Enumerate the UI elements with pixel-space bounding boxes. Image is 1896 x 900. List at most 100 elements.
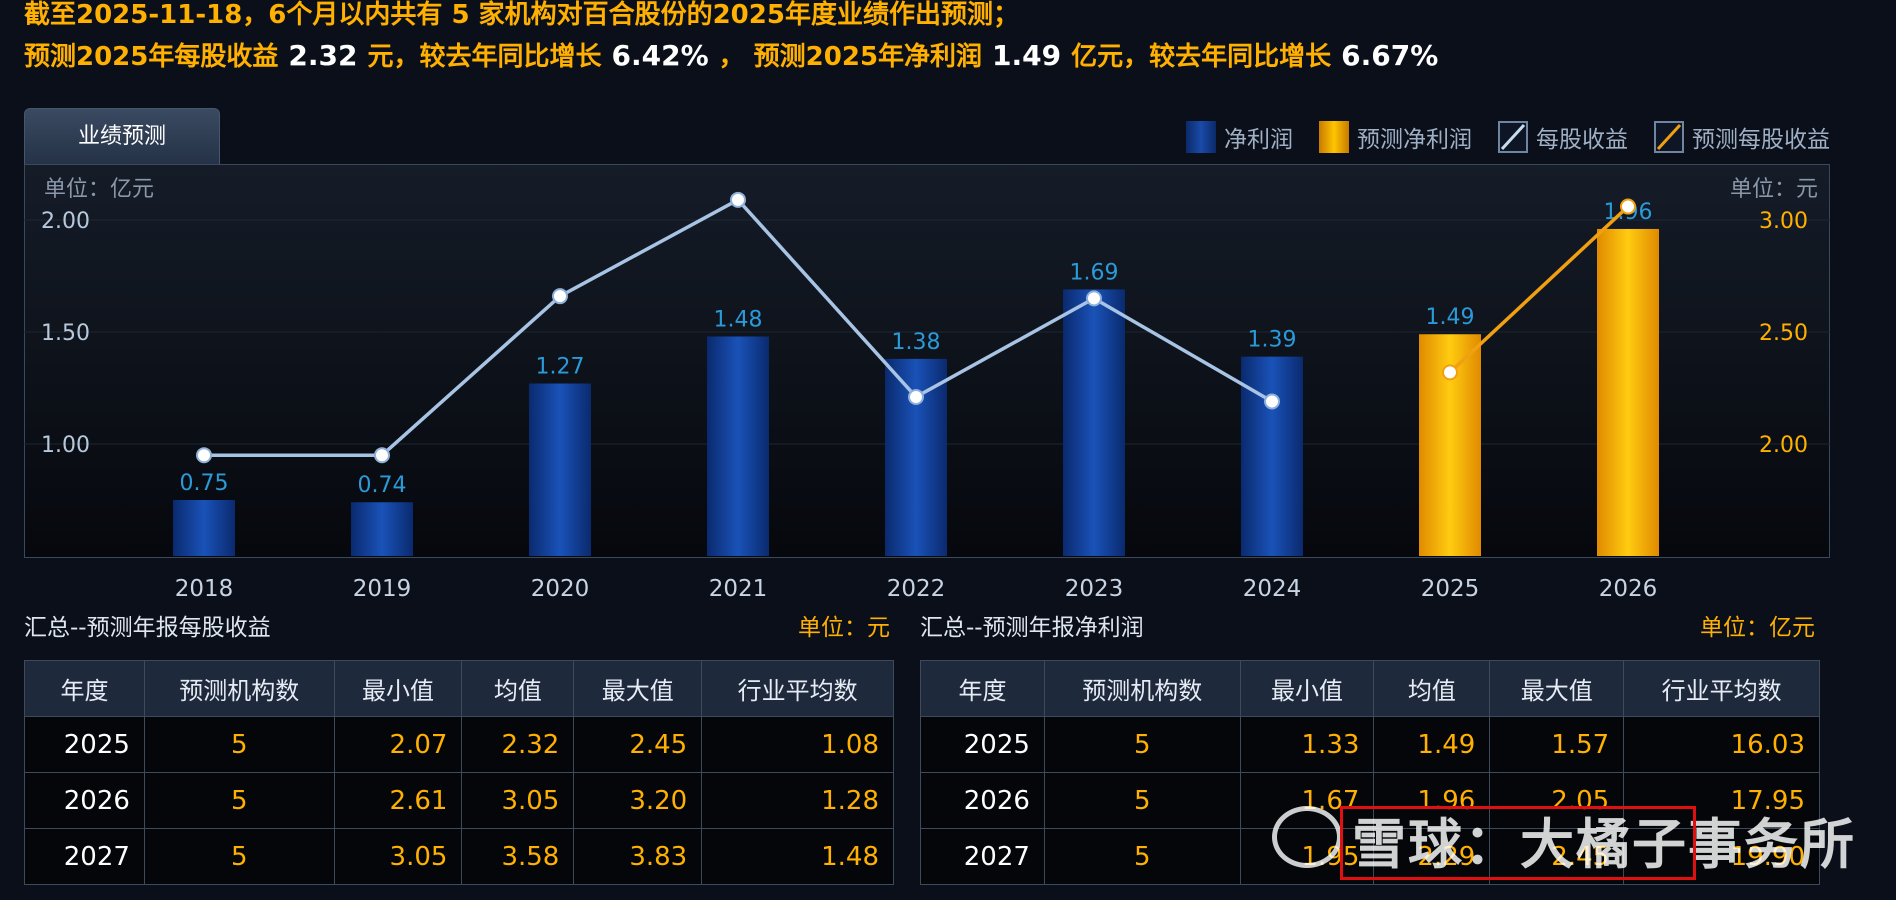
eps-label: 预测2025年每股收益 xyxy=(24,42,279,72)
eps-table-header-cell: 行业平均数 xyxy=(701,660,894,717)
eps-table-cell: 3.05 xyxy=(461,772,575,829)
line-point-eps xyxy=(552,288,568,305)
line-point-eps xyxy=(196,447,212,464)
right-axis-tick-label: 3.00 xyxy=(1759,209,1808,234)
profit-table-header-cell: 均值 xyxy=(1373,660,1491,717)
legend-item-forecast-net-profit[interactable]: 预测净利润 xyxy=(1319,120,1472,154)
bar-data-label: 1.39 xyxy=(1248,328,1297,353)
eps-table-cell: 5 xyxy=(143,716,335,773)
profit-table-cell: 2.29 xyxy=(1373,828,1491,885)
profit-table-cell: 19.90 xyxy=(1623,828,1820,885)
table-row: 2027 5 3.05 3.58 3.83 1.48 xyxy=(24,828,894,885)
line-point-eps xyxy=(1264,393,1280,410)
eps-table-header-cell: 年度 xyxy=(24,660,145,717)
x-axis-tick-label: 2025 xyxy=(1421,576,1480,600)
x-axis-tick-label: 2018 xyxy=(175,576,234,600)
eps-table-header-cell: 最大值 xyxy=(573,660,703,717)
profit-table-cell: 2.05 xyxy=(1489,772,1625,829)
eps-table-cell: 3.83 xyxy=(573,828,703,885)
profit-table-header-cell: 预测机构数 xyxy=(1043,660,1241,717)
legend-swatch-forecast-net-profit xyxy=(1319,121,1349,153)
profit-table-header-cell: 最小值 xyxy=(1239,660,1375,717)
legend-label-net-profit: 净利润 xyxy=(1224,127,1293,153)
left-axis-tick-label: 1.50 xyxy=(41,321,90,346)
eps-table-cell: 5 xyxy=(143,772,335,829)
legend-swatch-forecast-eps xyxy=(1654,121,1684,153)
eps-growth-value: 6.42% xyxy=(611,39,709,72)
watermark-text: 雪球：大橘子事务所 xyxy=(1352,813,1856,876)
profit-table-cell: 5 xyxy=(1043,828,1241,885)
profit-table-cell: 5 xyxy=(1043,772,1241,829)
legend-label-forecast-net-profit: 预测净利润 xyxy=(1357,127,1472,153)
profit-table-header-cell: 行业平均数 xyxy=(1623,660,1820,717)
bar-net-profit xyxy=(1063,289,1125,556)
line-forecast-eps xyxy=(1448,205,1630,374)
profit-value: 1.49 xyxy=(992,39,1062,72)
left-axis-tick-label: 1.00 xyxy=(41,433,90,458)
bar-data-label: 1.49 xyxy=(1426,305,1475,330)
line-point-eps xyxy=(1086,290,1102,307)
profit-table-cell: 1.49 xyxy=(1373,716,1491,773)
eps-table-cell: 5 xyxy=(143,828,335,885)
profit-table-cell: 1.57 xyxy=(1489,716,1625,773)
bar-net-profit xyxy=(707,336,769,556)
x-axis-tick-label: 2024 xyxy=(1243,576,1302,600)
eps-table-header-cell: 均值 xyxy=(461,660,575,717)
x-axis-tick-label: 2022 xyxy=(887,576,946,600)
profit-table-cell: 5 xyxy=(1043,716,1241,773)
right-axis-tick-label: 2.00 xyxy=(1759,433,1808,458)
bar-data-label: 1.69 xyxy=(1070,260,1119,285)
profit-table-header-row: 年度 预测机构数 最小值 均值 最大值 行业平均数 xyxy=(920,660,1820,717)
bar-net-profit xyxy=(885,358,947,556)
legend-item-net-profit[interactable]: 净利润 xyxy=(1186,120,1293,154)
eps-table-cell: 2027 xyxy=(24,828,145,885)
profit-growth-label: 亿元，较去年同比增长 xyxy=(1071,42,1332,72)
eps-table-cell: 1.28 xyxy=(701,772,894,829)
profit-table-header-cell: 年度 xyxy=(920,660,1045,717)
legend-item-eps[interactable]: 每股收益 xyxy=(1498,120,1628,154)
line-point-forecast-eps xyxy=(1442,364,1458,381)
profit-forecast-table: 年度 预测机构数 最小值 均值 最大值 行业平均数 2025 5 1.33 1.49 1.57 16.… xyxy=(920,660,1820,885)
eps-table-cell: 2.32 xyxy=(461,716,575,773)
eps-table-header-cell: 最小值 xyxy=(333,660,463,717)
eps-table-cell: 2.07 xyxy=(333,716,463,773)
eps-table-cell: 3.05 xyxy=(333,828,463,885)
profit-table-cell: 2025 xyxy=(920,716,1045,773)
tab-performance-forecast[interactable]: 业绩预测 xyxy=(24,108,220,164)
bar-data-label: 0.74 xyxy=(358,473,407,498)
xueqiu-logo-icon xyxy=(1272,806,1342,868)
table-row: 2027 5 1.95 2.29 2.45 19.90 xyxy=(920,828,1820,885)
legend-swatch-eps xyxy=(1498,121,1528,153)
table-row: 2026 5 2.61 3.05 3.20 1.28 xyxy=(24,772,894,829)
bar-data-label: 1.27 xyxy=(536,355,585,380)
chart-legend: 净利润 预测净利润 每股收益 预测每股收益 xyxy=(1186,120,1830,154)
right-axis-unit: 单位：元 xyxy=(1730,177,1818,202)
profit-table-cell: 2027 xyxy=(920,828,1045,885)
legend-label-forecast-eps: 预测每股收益 xyxy=(1692,127,1830,153)
x-axis-tick-label: 2020 xyxy=(531,576,590,600)
legend-swatch-net-profit xyxy=(1186,121,1216,153)
bar-data-label: 0.75 xyxy=(180,471,229,496)
profit-table-cell: 16.03 xyxy=(1623,716,1820,773)
line-point-eps xyxy=(374,447,390,464)
profit-table-cell: 17.95 xyxy=(1623,772,1820,829)
eps-table-cell: 2025 xyxy=(24,716,145,773)
bar-net-profit xyxy=(1241,356,1303,556)
x-axis-tick-label: 2026 xyxy=(1599,576,1658,600)
profit-label: ， 预测2025年净利润 xyxy=(718,42,983,72)
line-point-eps xyxy=(908,388,924,405)
line-point-forecast-eps xyxy=(1620,198,1636,215)
bar-data-label: 1.48 xyxy=(714,307,763,332)
summary-line-2: 预测2025年每股收益 2.32 元，较去年同比增长 6.42% ， 预测2025年净利… xyxy=(24,36,1448,73)
profit-table-cell: 2026 xyxy=(920,772,1045,829)
profit-growth-value: 6.67% xyxy=(1341,39,1439,72)
table-row: 2025 5 2.07 2.32 2.45 1.08 xyxy=(24,716,894,773)
legend-item-forecast-eps[interactable]: 预测每股收益 xyxy=(1654,120,1830,154)
profit-table-cell: 2.45 xyxy=(1489,828,1625,885)
eps-table-cell: 2.61 xyxy=(333,772,463,829)
forecast-chart: 单位：亿元 单位：元 0.75 0.74 1.27 1.48 1.38 1.69 1.39 1… xyxy=(24,177,1830,600)
bar-net-profit xyxy=(173,500,235,556)
eps-table-unit: 单位：元 xyxy=(798,615,890,641)
bar-data-label: 1.38 xyxy=(892,330,941,355)
eps-value: 2.32 xyxy=(288,39,358,72)
